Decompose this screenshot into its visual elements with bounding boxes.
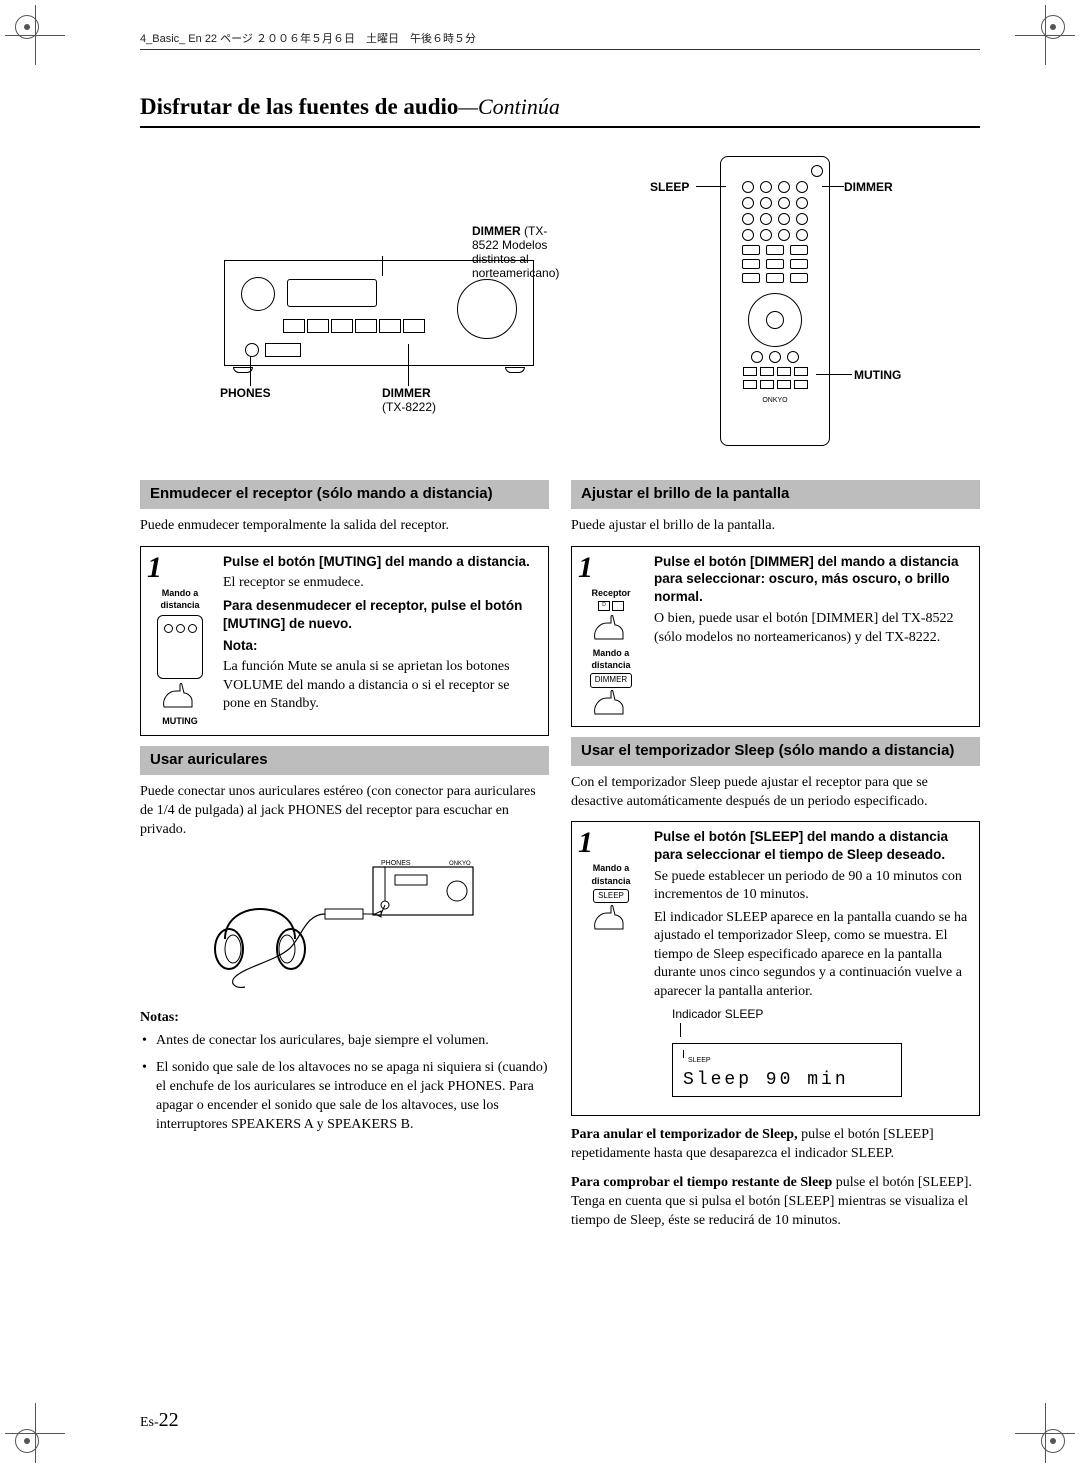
title-main: Disfrutar de las fuentes de audio xyxy=(140,94,458,119)
section-brightness-head: Ajustar el brillo de la pantalla xyxy=(571,480,980,509)
registration-mark xyxy=(1041,15,1065,39)
muting-label: MUTING xyxy=(854,368,901,382)
content-columns: Enmudecer el receptor (sólo mando a dist… xyxy=(140,472,980,1241)
page-number: Es-22 xyxy=(140,1409,179,1432)
notes-heading: Notas: xyxy=(140,1009,549,1028)
sleep-step-1: 1 Mando a distancia SLEEP Pulse el botón… xyxy=(571,821,980,1116)
dimmer-bottom-sub: (TX-8222) xyxy=(382,400,436,414)
page-title: Disfrutar de las fuentes de audio—Contin… xyxy=(140,94,980,128)
sleep-check: Para comprobar el tiempo restante de Sle… xyxy=(571,1174,980,1231)
notes-list: Antes de conectar los auriculares, baje … xyxy=(140,1032,549,1134)
registration-mark xyxy=(1041,1429,1065,1453)
section-brightness-intro: Puede ajustar el brillo de la pantalla. xyxy=(571,517,980,536)
hand-icon xyxy=(589,688,633,718)
dimmer-note: DIMMER (TX-8522 Modelos distintos al nor… xyxy=(472,224,572,280)
step-side: 1 Mando a distancia SLEEP xyxy=(572,822,650,1115)
step-body: Pulse el botón [DIMMER] del mando a dist… xyxy=(650,547,979,726)
note-item: El sonido que sale de los altavoces no s… xyxy=(140,1059,549,1135)
sleep-label: SLEEP xyxy=(650,180,689,194)
step-body: Pulse el botón [SLEEP] del mando a dista… xyxy=(650,822,979,1115)
sleep-display-figure: SLEEP Sleep 90 min xyxy=(672,1043,902,1097)
lcd-text: Sleep 90 min xyxy=(683,1069,891,1093)
headphones-figure: PHONES ONKYO xyxy=(205,849,485,999)
manual-page: 4_Basic_ En 22 ページ ２００６年５月６日 土曜日 午後６時５分 … xyxy=(0,0,1080,1468)
phones-small-label: PHONES xyxy=(381,860,411,867)
registration-mark xyxy=(15,15,39,39)
step-body: Pulse el botón [MUTING] del mando a dist… xyxy=(219,547,548,735)
section-mute-head: Enmudecer el receptor (sólo mando a dist… xyxy=(140,480,549,509)
registration-mark xyxy=(15,1429,39,1453)
dimmer-bottom-label: DIMMER xyxy=(382,386,431,400)
section-mute-intro: Puede enmudecer temporalmente la salida … xyxy=(140,517,549,536)
sleep-cancel: Para anular el temporizador de Sleep, pu… xyxy=(571,1126,980,1164)
header-meta: 4_Basic_ En 22 ページ ２００６年５月６日 土曜日 午後６時５分 xyxy=(140,30,980,50)
step-side: 1 Mando a distancia MUTING xyxy=(141,547,219,735)
mute-step-1: 1 Mando a distancia MUTING Pulse el botó… xyxy=(140,546,549,736)
receiver-diagram: DIMMER (TX-8522 Modelos distintos al nor… xyxy=(224,156,564,446)
hand-icon xyxy=(589,613,633,643)
section-headphones-intro: Puede conectar unos auriculares estéreo … xyxy=(140,783,549,840)
title-continued: —Continúa xyxy=(458,94,559,119)
brightness-step-1: 1 Receptor D Mando a distancia DIMMER xyxy=(571,546,980,727)
step-side: 1 Receptor D Mando a distancia DIMMER xyxy=(572,547,650,726)
indicator-label: Indicador SLEEP xyxy=(672,1007,971,1023)
brand-small-label: ONKYO xyxy=(449,861,471,867)
mini-remote-icon xyxy=(157,615,203,679)
section-sleep-intro: Con el temporizador Sleep puede ajustar … xyxy=(571,774,980,812)
phones-label: PHONES xyxy=(220,386,271,400)
section-headphones-head: Usar auriculares xyxy=(140,746,549,775)
remote-diagram: ONKYO SLEEP DIMMER MUTING xyxy=(654,156,914,446)
remote-box: ONKYO xyxy=(720,156,830,446)
note-item: Antes de conectar los auriculares, baje … xyxy=(140,1032,549,1051)
section-sleep-head: Usar el temporizador Sleep (sólo mando a… xyxy=(571,737,980,766)
figure-row: DIMMER (TX-8522 Modelos distintos al nor… xyxy=(140,156,980,446)
left-column: Enmudecer el receptor (sólo mando a dist… xyxy=(140,472,549,1241)
right-column: Ajustar el brillo de la pantalla Puede a… xyxy=(571,472,980,1241)
dimmer-remote-label: DIMMER xyxy=(844,180,893,194)
hand-icon xyxy=(158,681,202,711)
hand-icon xyxy=(589,903,633,933)
